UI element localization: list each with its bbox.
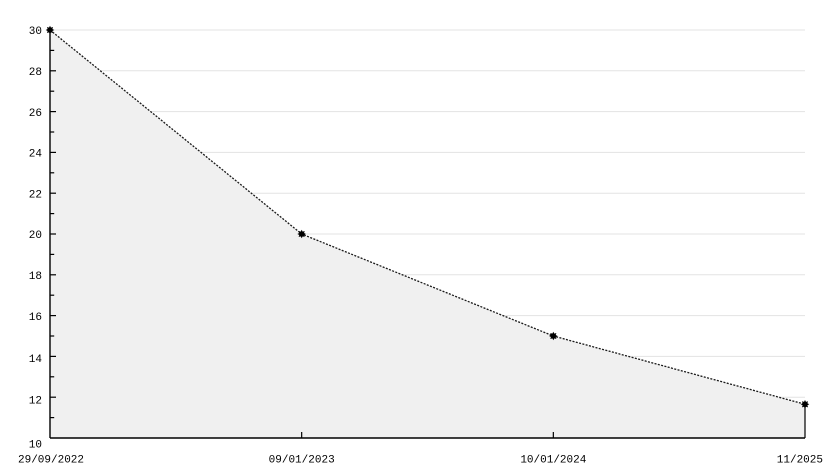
svg-text:20: 20: [29, 230, 42, 242]
svg-text:28: 28: [29, 67, 42, 79]
svg-text:10/01/2024: 10/01/2024: [520, 455, 586, 467]
svg-text:12: 12: [29, 396, 42, 408]
svg-text:24: 24: [29, 149, 43, 161]
svg-text:30: 30: [29, 26, 42, 38]
svg-text:26: 26: [29, 108, 42, 120]
svg-text:18: 18: [29, 271, 42, 283]
svg-text:09/01/2023: 09/01/2023: [269, 455, 335, 467]
svg-text:22: 22: [29, 189, 42, 201]
svg-text:14: 14: [29, 354, 43, 366]
svg-text:16: 16: [29, 312, 42, 324]
svg-text:10: 10: [29, 440, 42, 452]
svg-text:11/2025: 11/2025: [777, 455, 823, 467]
svg-text:29/09/2022: 29/09/2022: [18, 455, 84, 467]
